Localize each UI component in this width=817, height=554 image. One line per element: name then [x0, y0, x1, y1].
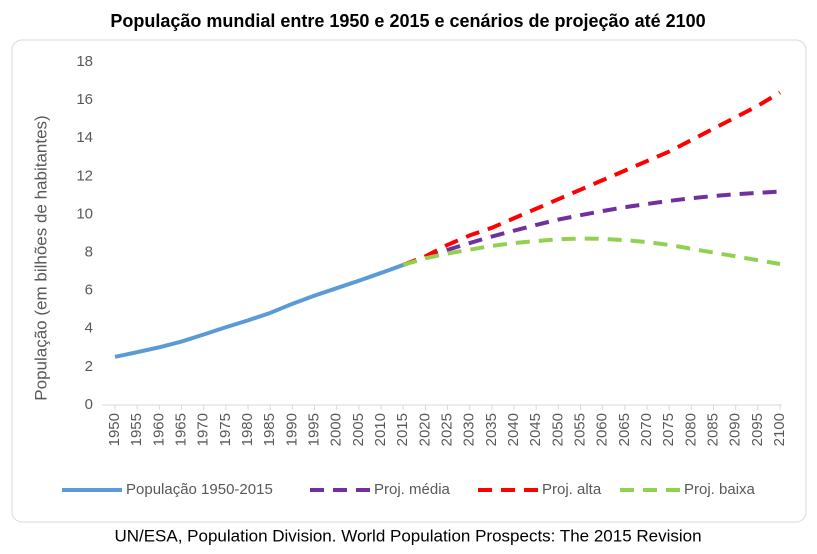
x-tick-label: 1995 — [305, 413, 322, 446]
x-tick-label: 2015 — [394, 413, 411, 446]
x-tick-label: 2010 — [372, 413, 389, 446]
x-tick-label: 2095 — [749, 413, 766, 446]
legend-label: Proj. alta — [542, 481, 602, 498]
x-tick-label: 2030 — [461, 413, 478, 446]
x-tick-label: 2070 — [638, 413, 655, 446]
legend-label: Proj. média — [374, 481, 451, 498]
x-tick-label: 2060 — [594, 413, 611, 446]
x-tick-label: 2085 — [704, 413, 721, 446]
x-tick-label: 1975 — [217, 413, 234, 446]
y-axis-label: População (em bilhões de habitantes) — [31, 115, 50, 400]
y-tick-label: 8 — [85, 244, 93, 261]
x-tick-label: 1965 — [172, 413, 189, 446]
y-tick-label: 12 — [76, 167, 93, 184]
y-tick-label: 18 — [76, 53, 93, 70]
x-tick-label: 2080 — [682, 413, 699, 446]
y-tick-label: 6 — [85, 282, 93, 299]
y-tick-label: 14 — [76, 129, 93, 146]
x-tick-label: 2040 — [505, 413, 522, 446]
x-tick-label: 1960 — [150, 413, 167, 446]
source: UN/ESA, Population Division. World Popul… — [114, 526, 701, 545]
x-tick-label: 2045 — [527, 413, 544, 446]
legend-label: Proj. baixa — [684, 481, 756, 498]
y-tick-label: 0 — [85, 396, 93, 413]
x-tick-label: 2000 — [328, 413, 345, 446]
y-tick-label: 10 — [76, 205, 93, 222]
x-tick-label: 2035 — [483, 413, 500, 446]
legend-label: População 1950-2015 — [126, 481, 273, 498]
x-tick-label: 2065 — [616, 413, 633, 446]
x-tick-label: 2090 — [727, 413, 744, 446]
x-tick-label: 2005 — [350, 413, 367, 446]
x-tick-label: 1990 — [283, 413, 300, 446]
x-tick-label: 2020 — [416, 413, 433, 446]
x-tick-label: 1955 — [128, 413, 145, 446]
x-tick-label: 1985 — [261, 413, 278, 446]
x-tick-label: 2075 — [660, 413, 677, 446]
x-tick-label: 1980 — [239, 413, 256, 446]
x-tick-label: 1970 — [195, 413, 212, 446]
chart-title: População mundial entre 1950 e 2015 e ce… — [110, 11, 705, 31]
series-line — [114, 263, 404, 359]
chart-frame — [11, 39, 807, 523]
series-line — [402, 236, 781, 267]
x-tick-label: 1950 — [106, 413, 123, 446]
y-tick-label: 2 — [85, 358, 93, 375]
series-line — [402, 189, 781, 267]
y-tick-label: 4 — [85, 320, 93, 337]
x-tick-label: 2050 — [549, 413, 566, 446]
x-tick-label: 2025 — [438, 413, 455, 446]
y-tick-label: 16 — [76, 91, 93, 108]
x-tick-label: 2100 — [771, 413, 788, 446]
x-tick-label: 2055 — [571, 413, 588, 446]
